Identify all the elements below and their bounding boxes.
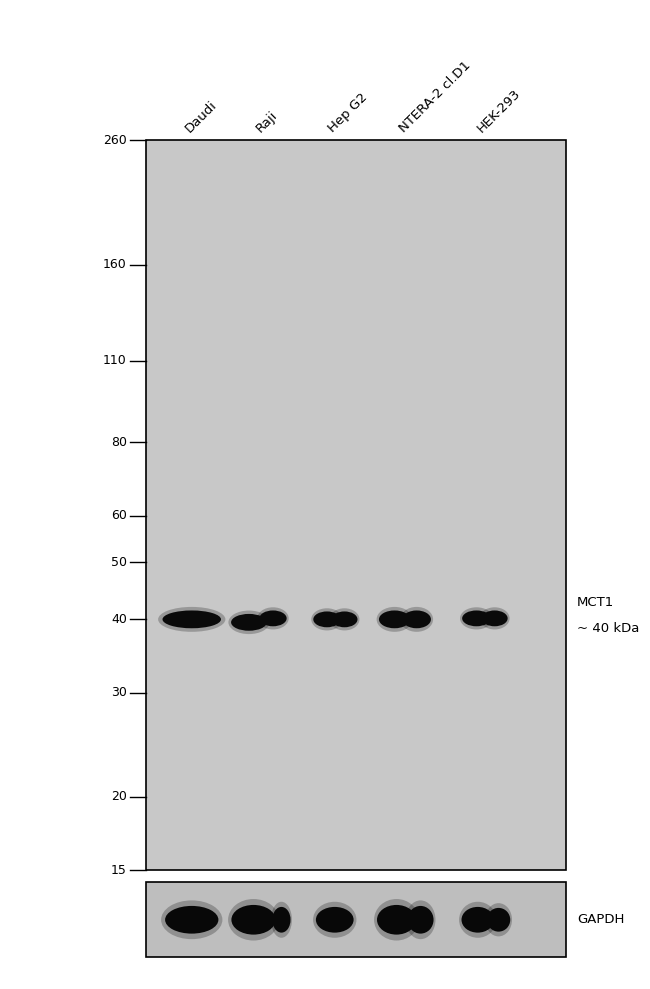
Text: 110: 110 — [103, 354, 127, 367]
Ellipse shape — [228, 610, 270, 634]
Ellipse shape — [313, 611, 341, 627]
Text: Daudi: Daudi — [183, 99, 219, 135]
Ellipse shape — [400, 607, 433, 632]
Ellipse shape — [406, 900, 436, 940]
Ellipse shape — [257, 607, 289, 629]
Ellipse shape — [379, 610, 410, 628]
Ellipse shape — [162, 610, 221, 628]
Ellipse shape — [482, 610, 508, 626]
Ellipse shape — [332, 611, 358, 627]
Ellipse shape — [376, 607, 413, 632]
Ellipse shape — [459, 902, 497, 938]
Ellipse shape — [259, 610, 287, 626]
Ellipse shape — [408, 906, 434, 934]
Ellipse shape — [316, 907, 354, 933]
Text: MCT1: MCT1 — [577, 596, 614, 609]
Text: NTERA-2 cl.D1: NTERA-2 cl.D1 — [397, 59, 473, 135]
Ellipse shape — [228, 899, 279, 941]
Text: 40: 40 — [111, 613, 127, 626]
Text: 260: 260 — [103, 134, 127, 147]
Ellipse shape — [402, 610, 431, 628]
Ellipse shape — [480, 607, 510, 629]
Ellipse shape — [330, 608, 359, 630]
Ellipse shape — [374, 899, 419, 941]
Text: 50: 50 — [111, 556, 127, 569]
Ellipse shape — [460, 607, 493, 629]
Bar — [146, 140, 566, 870]
Text: 80: 80 — [111, 435, 127, 449]
Text: 160: 160 — [103, 258, 127, 271]
Ellipse shape — [165, 906, 218, 934]
Ellipse shape — [161, 900, 222, 940]
Text: 15: 15 — [111, 863, 127, 877]
Ellipse shape — [271, 902, 292, 938]
Ellipse shape — [158, 607, 226, 632]
Ellipse shape — [377, 905, 416, 935]
Ellipse shape — [462, 907, 494, 933]
Text: HEK-293: HEK-293 — [475, 87, 523, 135]
Text: Raji: Raji — [254, 109, 281, 135]
Ellipse shape — [231, 905, 276, 935]
Ellipse shape — [485, 903, 512, 937]
Ellipse shape — [272, 907, 291, 933]
Bar — [146, 882, 566, 957]
Text: 60: 60 — [111, 509, 127, 522]
Text: 30: 30 — [111, 686, 127, 699]
Ellipse shape — [313, 902, 356, 938]
Ellipse shape — [462, 610, 491, 626]
Text: Hep G2: Hep G2 — [326, 91, 370, 135]
Text: GAPDH: GAPDH — [577, 913, 625, 927]
Text: ~ 40 kDa: ~ 40 kDa — [577, 622, 640, 635]
Ellipse shape — [487, 908, 510, 932]
Ellipse shape — [311, 608, 343, 630]
Text: 20: 20 — [111, 790, 127, 803]
Ellipse shape — [231, 614, 267, 631]
